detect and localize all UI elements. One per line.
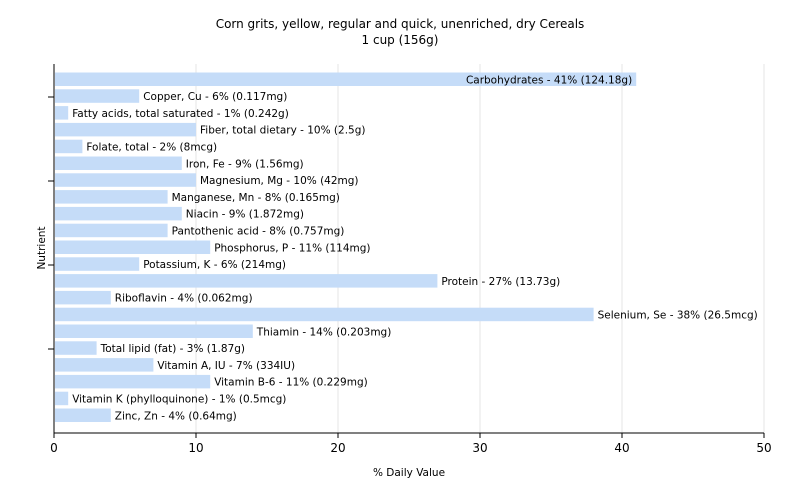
bar-label: Total lipid (fat) - 3% (1.87g)	[100, 343, 245, 355]
bar-label: Fatty acids, total saturated - 1% (0.242…	[72, 108, 289, 120]
chart-subtitle: 1 cup (156g)	[361, 33, 439, 47]
bar-label: Carbohydrates - 41% (124.18g)	[466, 74, 632, 86]
bar	[55, 72, 637, 86]
bar-label: Niacin - 9% (1.872mg)	[186, 209, 304, 221]
bars: Carbohydrates - 41% (124.18g) Copper, Cu …	[55, 72, 758, 422]
bar	[55, 156, 182, 170]
bar	[55, 391, 69, 406]
bar	[55, 290, 111, 305]
bar-label: Vitamin K (phylloquinone) - 1% (0.5mcg)	[72, 393, 286, 405]
bar-label: Zinc, Zn - 4% (0.64mg)	[115, 410, 237, 422]
bar	[55, 307, 594, 322]
bar-label: Vitamin A, IU - 7% (334IU)	[157, 360, 295, 372]
bar	[55, 190, 168, 204]
bar-label: Protein - 27% (13.73g)	[441, 276, 560, 288]
bar	[55, 274, 438, 288]
axes: 0 10 20 30 40 50	[48, 64, 772, 455]
x-tick-label: 50	[756, 441, 771, 455]
bar	[55, 257, 140, 271]
x-axis-title: % Daily Value	[373, 467, 445, 479]
bar-label: Riboflavin - 4% (0.062mg)	[115, 293, 253, 305]
bar-label: Copper, Cu - 6% (0.117mg)	[143, 91, 287, 103]
bar-label: Pantothenic acid - 8% (0.757mg)	[172, 225, 345, 237]
x-tick-label: 40	[614, 441, 629, 455]
bar	[55, 122, 196, 137]
bar	[55, 324, 253, 338]
bar-label: Selenium, Se - 38% (26.5mcg)	[598, 309, 758, 321]
bar	[55, 240, 211, 254]
bar	[55, 139, 83, 154]
bar-label: Magnesium, Mg - 10% (42mg)	[200, 175, 359, 187]
bar	[55, 173, 196, 187]
bar-label: Fiber, total dietary - 10% (2.5g)	[200, 125, 365, 137]
bar-label: Thiamin - 14% (0.203mg)	[256, 326, 392, 338]
bar	[55, 358, 154, 372]
y-axis-title: Nutrient	[36, 226, 48, 269]
bar-label: Phosphorus, P - 11% (114mg)	[214, 242, 370, 254]
bar	[55, 374, 211, 389]
bar	[55, 106, 69, 120]
bar	[55, 341, 97, 355]
bar	[55, 89, 140, 103]
bar	[55, 408, 111, 422]
x-tick-label: 20	[330, 441, 345, 455]
bar-label: Potassium, K - 6% (214mg)	[143, 259, 286, 271]
bar	[55, 206, 182, 221]
x-tick-label: 10	[188, 441, 203, 455]
x-tick-label: 30	[472, 441, 487, 455]
bar-label: Folate, total - 2% (8mcg)	[86, 141, 217, 153]
bar-label: Manganese, Mn - 8% (0.165mg)	[172, 192, 340, 204]
bar-label: Iron, Fe - 9% (1.56mg)	[186, 158, 304, 170]
bar-label: Vitamin B-6 - 11% (0.229mg)	[214, 377, 368, 389]
chart-title: Corn grits, yellow, regular and quick, u…	[215, 17, 585, 31]
bar	[55, 223, 168, 238]
x-tick-label: 0	[50, 441, 58, 455]
